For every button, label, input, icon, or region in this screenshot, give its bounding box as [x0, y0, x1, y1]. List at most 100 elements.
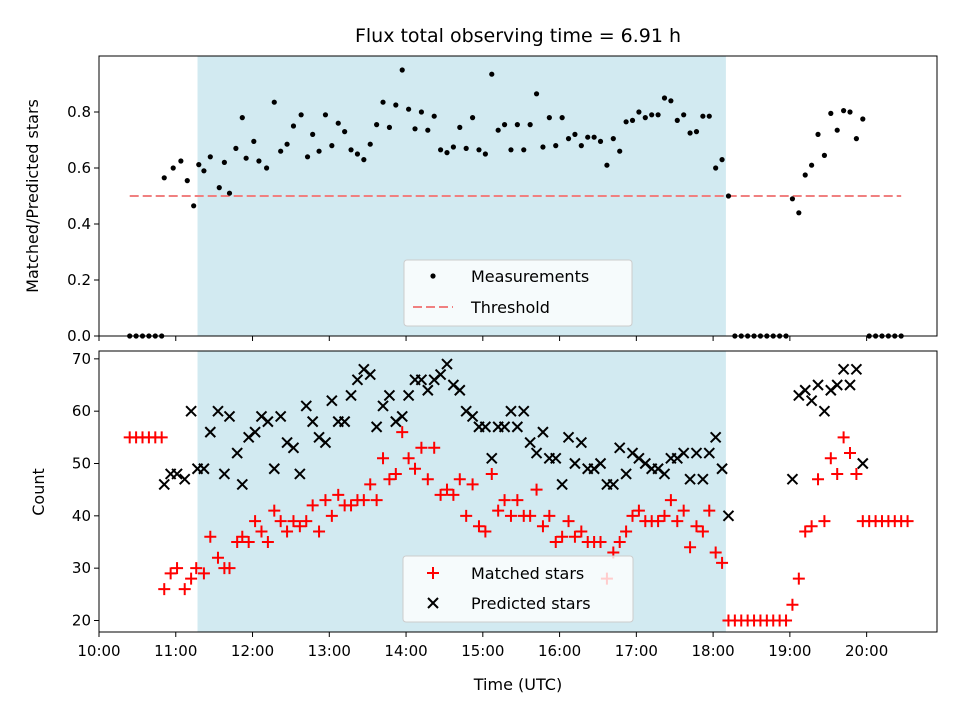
top-x-ticks	[98, 336, 868, 341]
bottom-x-tick-label: 16:00	[538, 642, 581, 660]
measurement-point	[508, 147, 514, 153]
matched-star-marker	[709, 546, 722, 559]
predicted-star-marker	[185, 405, 197, 417]
matched-star-marker	[434, 488, 447, 501]
measurement-point	[463, 145, 469, 151]
matched-star-marker	[319, 494, 332, 507]
measurement-point	[399, 67, 405, 73]
measurement-point	[802, 172, 808, 178]
legend-predicted-label: Predicted stars	[471, 594, 591, 613]
predicted-star-marker	[198, 463, 210, 475]
bottom-legend-box	[402, 555, 634, 623]
predicted-star-marker	[212, 405, 224, 417]
predicted-star-marker	[530, 447, 543, 459]
matched-star-marker	[453, 473, 466, 486]
matched-star-marker	[300, 515, 313, 528]
bottom-x-tick-label: 11:00	[154, 642, 197, 660]
predicted-star-marker	[377, 400, 389, 412]
bottom-legend: Matched stars Predicted stars	[402, 555, 634, 623]
measurement-point	[243, 155, 249, 161]
bottom-plot-frame	[98, 350, 938, 633]
top-legend: Measurements Threshold	[403, 259, 633, 327]
matched-star-marker	[332, 488, 345, 501]
matched-star-marker	[460, 509, 473, 522]
measurement-point	[642, 115, 648, 121]
matched-star-marker	[345, 499, 358, 512]
matched-star-marker	[249, 515, 262, 528]
measurement-point	[681, 112, 687, 118]
measurement-point	[828, 110, 834, 116]
measurement-point	[668, 98, 674, 104]
measurement-point	[674, 117, 680, 123]
measurement-point	[514, 122, 520, 128]
matched-star-marker	[402, 452, 415, 465]
measurement-point	[482, 151, 488, 157]
predicted-star-marker	[607, 478, 620, 491]
measurement-point	[578, 143, 584, 149]
predicted-star-marker	[466, 410, 479, 423]
measurement-point	[457, 124, 463, 130]
top-panel: Flux total observing time = 6.91 h 0.00.…	[23, 25, 938, 345]
matched-star-marker	[440, 483, 453, 496]
measurement-point	[834, 127, 840, 133]
measurement-point	[693, 129, 700, 135]
measurement-point	[521, 147, 527, 153]
matched-star-marker	[799, 525, 812, 538]
bottom-x-tick-label: 12:00	[231, 642, 274, 660]
matched-stars-points	[123, 426, 914, 627]
measurement-point	[239, 115, 245, 121]
matched-star-marker	[415, 441, 428, 454]
matched-star-marker	[652, 515, 665, 528]
predicted-star-marker	[620, 468, 632, 480]
measurement-point	[553, 143, 559, 149]
predicted-star-marker	[562, 431, 575, 444]
legend-predicted-marker	[427, 597, 439, 609]
predicted-star-marker	[844, 379, 856, 391]
matched-star-marker	[223, 562, 236, 575]
predicted-star-marker	[306, 415, 319, 428]
measurement-point	[815, 131, 821, 137]
measurement-point	[617, 148, 623, 154]
matched-star-marker	[613, 535, 626, 548]
measurement-point	[367, 141, 373, 147]
matched-star-marker	[671, 515, 684, 528]
predicted-star-marker	[511, 421, 524, 433]
matched-star-marker	[293, 520, 306, 533]
matched-star-marker	[626, 509, 639, 522]
predicted-star-marker	[300, 400, 312, 412]
matched-star-marker	[492, 504, 505, 517]
legend-threshold-label: Threshold	[470, 298, 550, 317]
measurement-point	[527, 122, 533, 128]
matched-star-marker	[242, 535, 255, 548]
top-legend-box	[403, 259, 633, 327]
matched-star-marker	[178, 583, 191, 596]
predicted-star-marker	[556, 478, 568, 491]
matched-star-marker	[472, 520, 485, 533]
top-y-axis: 0.0 0.2 0.4 0.6 0.8	[67, 103, 99, 345]
measurement-point	[629, 117, 636, 123]
measurement-point	[329, 143, 335, 149]
bottom-y-tick-label: 20	[72, 611, 91, 629]
measurement-point	[796, 210, 802, 216]
predicted-star-marker	[709, 431, 722, 444]
predicted-star-marker	[722, 510, 735, 522]
x-axis-label: Time (UTC)	[473, 675, 562, 694]
predicted-star-marker	[268, 463, 280, 475]
legend-matched-marker	[427, 567, 439, 579]
predicted-star-marker	[684, 473, 696, 485]
matched-star-marker	[164, 567, 177, 580]
predicted-star-marker	[434, 368, 447, 381]
measurement-point	[565, 136, 572, 142]
matched-star-marker	[792, 572, 805, 585]
predicted-star-marker	[454, 384, 466, 396]
measurement-point	[853, 136, 859, 142]
matched-star-marker	[831, 467, 844, 480]
legend-measurement-marker	[430, 273, 436, 279]
measurement-point	[495, 127, 501, 133]
measurement-point	[476, 147, 482, 153]
measurement-point	[501, 122, 508, 128]
matched-star-marker	[594, 535, 607, 548]
matched-star-marker	[658, 509, 671, 522]
matched-star-marker	[274, 515, 287, 528]
